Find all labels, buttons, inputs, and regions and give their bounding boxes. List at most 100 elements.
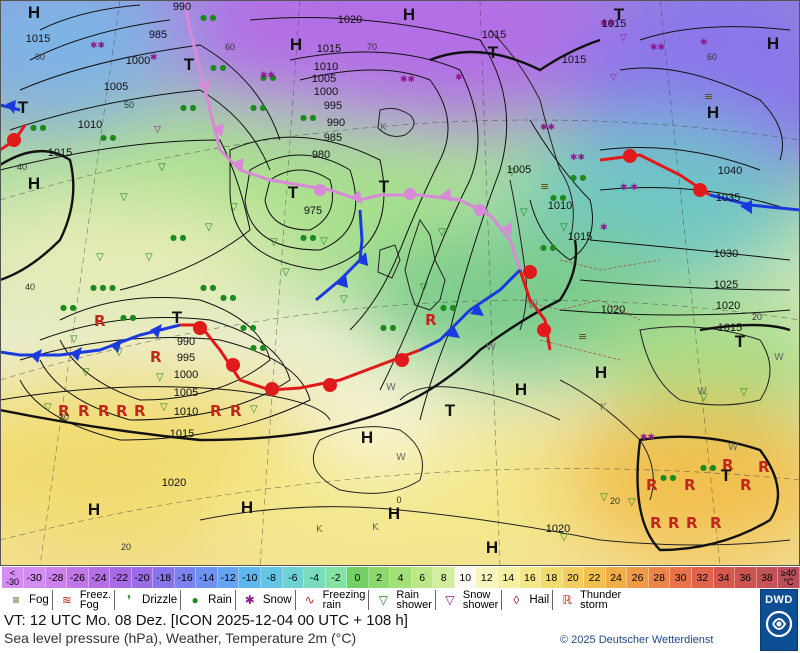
pressure-label: 1020 — [716, 300, 740, 312]
svg-text:W: W — [386, 382, 396, 393]
pressure-label: 1000 — [126, 55, 150, 67]
svg-text:● ●: ● ● — [260, 73, 277, 82]
legend-label: Freezing rain — [322, 589, 366, 611]
svg-text:● ●: ● ● — [250, 103, 267, 112]
colorbar-cell: -30 — [24, 567, 46, 588]
snow-icon: ✱ — [244, 593, 255, 607]
svg-text:▽: ▽ — [700, 392, 708, 403]
svg-text:W: W — [396, 452, 406, 463]
colorbar-cell: 12 — [476, 567, 499, 588]
dwd-logo: DWD — [760, 589, 798, 651]
legend-item: ● Rain — [181, 590, 236, 610]
legend-label: Snow — [262, 594, 292, 606]
colorbar-cell: -2 — [325, 567, 348, 588]
svg-text:▽: ▽ — [158, 162, 166, 173]
legend-item: ▽ Rain shower — [369, 590, 436, 611]
svg-text:● ●: ● ● — [540, 243, 557, 252]
pressure-label: 1015 — [562, 54, 586, 66]
isotherm-label: 30 — [59, 412, 69, 422]
svg-text:▽: ▽ — [508, 167, 516, 178]
rain-icon: ● — [191, 593, 199, 607]
pressure-label: 1010 — [548, 200, 572, 212]
svg-text:▽: ▽ — [620, 33, 627, 43]
high-pressure-center: H — [28, 3, 40, 22]
svg-text:● ●: ● ● — [170, 233, 187, 242]
valid-time-label: VT: 12 UTC Mo. 08 Dez. [ICON 2025-12-04 … — [4, 612, 408, 629]
colorbar-cell: 4 — [390, 567, 412, 588]
pressure-label: 1010 — [314, 61, 338, 73]
legend-item: ◊ Hail — [502, 590, 554, 610]
svg-text:≡: ≡ — [578, 330, 587, 343]
low-pressure-center: T — [18, 98, 29, 117]
pressure-label: 1005 — [174, 387, 198, 399]
svg-text:R: R — [668, 514, 680, 532]
drizzle-icon: ❜ — [127, 593, 131, 607]
svg-text:▽: ▽ — [230, 202, 238, 213]
high-pressure-center: H — [767, 34, 779, 53]
isotherm-label: 60 — [35, 52, 45, 62]
low-pressure-center: T — [184, 55, 195, 74]
pressure-label: 1010 — [174, 406, 198, 418]
pressure-label: 990 — [173, 1, 191, 13]
high-pressure-center: H — [388, 504, 400, 523]
high-pressure-center: H — [403, 5, 415, 24]
low-pressure-center: T — [172, 308, 183, 327]
svg-text:▽: ▽ — [520, 207, 528, 218]
isotherm-label: 20 — [752, 312, 762, 322]
copyright: © 2025 Deutscher Wetterdienst — [560, 634, 714, 646]
colorbar-cell: -4 — [304, 567, 326, 588]
svg-text:R: R — [98, 402, 110, 420]
svg-text:✱✱: ✱✱ — [640, 433, 655, 443]
colorbar-cell: 24 — [605, 567, 628, 588]
colorbar-cell: 22 — [584, 567, 606, 588]
svg-text:▽: ▽ — [120, 192, 128, 203]
legend-label: Snow shower — [462, 589, 499, 611]
svg-text:● ●: ● ● — [250, 343, 267, 352]
thunderstorm-icon: ℝ — [562, 593, 572, 607]
weather-map: ▽▽▽ ▽ ▽▽ ▽▽▽ ▽▽▽ ▽▽▽ ▽▽▽ ▽ ▽▽ ▽▽▽ ▽ ▽▽ ● ●●… — [0, 0, 800, 566]
svg-text:✱✱: ✱✱ — [90, 41, 105, 51]
svg-text:R: R — [646, 476, 658, 494]
colorbar-cell: -6 — [282, 567, 305, 588]
colorbar-cell: -22 — [110, 567, 132, 588]
legend-item: ❜ Drizzle — [115, 590, 182, 610]
svg-text:R: R — [740, 476, 752, 494]
svg-text:✱✱: ✱✱ — [260, 71, 275, 81]
isotherm-label: 40 — [17, 162, 27, 172]
colorbar-cell: 16 — [519, 567, 542, 588]
colorbar-cells: -30 -28 -26 -24 -22 -20 -18 -16 -14 -12 -10 -8 -6 -4-… — [24, 567, 779, 588]
svg-text:▽: ▽ — [154, 125, 161, 135]
svg-text:● ●: ● ● — [210, 63, 227, 72]
svg-text:▽: ▽ — [205, 222, 213, 233]
isobars-1015 — [0, 38, 791, 552]
svg-text:✱✱: ✱✱ — [600, 19, 615, 29]
colorbar-cell: -10 — [239, 567, 262, 588]
svg-text:R: R — [58, 402, 70, 420]
colorbar-cell: -28 — [45, 567, 68, 588]
svg-text:✱: ✱ — [700, 38, 708, 48]
pressure-label: 1015 — [48, 147, 72, 159]
svg-text:W: W — [486, 342, 496, 353]
pressure-label: 980 — [312, 149, 330, 161]
fog-icon: ≡ — [12, 593, 20, 607]
low-pressure-center: T — [445, 401, 456, 420]
low-pressure-center: T — [735, 332, 746, 351]
isotherm-labels: 60 50 60 70 60 40 40 30 20 20 20 0 — [17, 42, 762, 552]
pressure-label: 1000 — [174, 369, 198, 381]
svg-text:● ●: ● ● — [240, 323, 257, 332]
pressure-label: 1035 — [716, 192, 740, 204]
pressure-label: 985 — [149, 29, 167, 41]
pressure-label: 1005 — [104, 81, 128, 93]
svg-text:R: R — [78, 402, 90, 420]
svg-text:W: W — [697, 386, 707, 397]
pressure-label: 1020 — [546, 523, 570, 535]
svg-text:✱: ✱ — [455, 73, 463, 83]
colorbar-cell: 26 — [627, 567, 649, 588]
high-pressure-center: H — [707, 103, 719, 122]
svg-text:≡: ≡ — [704, 90, 713, 103]
colorbar-lower-bound: < -30 — [2, 567, 24, 588]
legend-item: ≡ Fog — [2, 590, 53, 610]
svg-text:● ●: ● ● — [60, 303, 77, 312]
colorbar-cell: -12 — [217, 567, 240, 588]
svg-text:▽: ▽ — [156, 372, 164, 383]
